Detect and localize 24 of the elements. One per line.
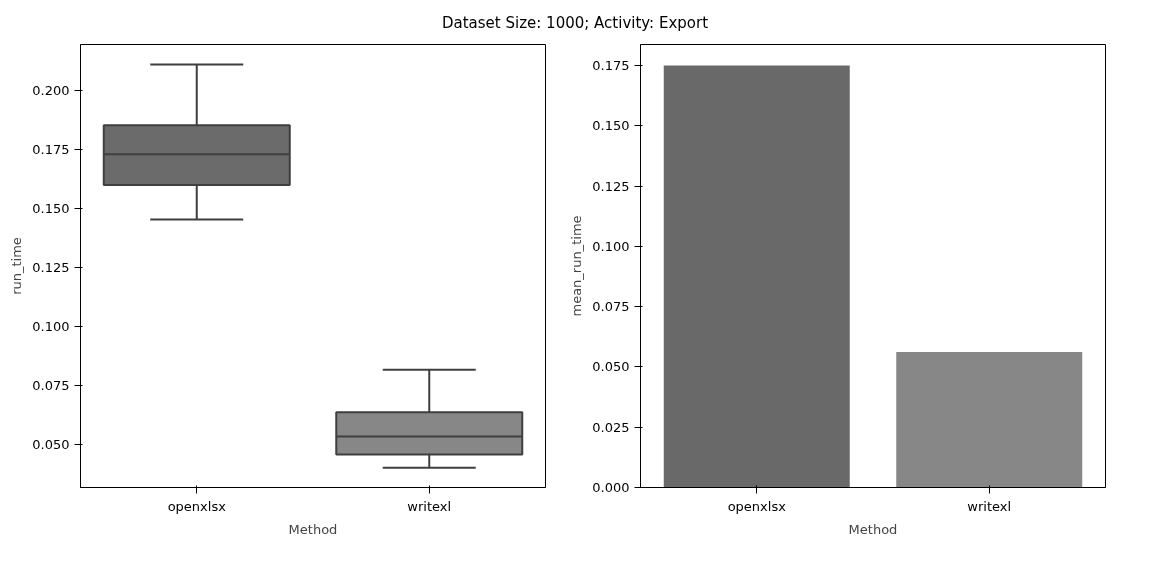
y-tick-label: 0.050 — [592, 359, 630, 375]
y-tick-label: 0.150 — [592, 118, 630, 134]
y-tick-label: 0.175 — [592, 58, 630, 74]
y-tick-label: 0.150 — [32, 201, 70, 217]
x-tick-label: openxlsx — [167, 498, 227, 514]
x-tick-label: writexl — [407, 498, 452, 514]
y-tick-label: 0.025 — [592, 420, 630, 436]
chart-title: Dataset Size: 1000; Activity: Export — [441, 13, 709, 34]
y-tick-label: 0.175 — [32, 142, 70, 158]
y-tick-label: 0.100 — [32, 319, 70, 335]
x-tick-label: openxlsx — [727, 498, 787, 514]
y-tick-label: 0.200 — [32, 83, 70, 99]
x-axis-title: Method — [848, 521, 898, 537]
y-tick-label: 0.125 — [32, 260, 70, 276]
y-tick-label: 0.125 — [592, 179, 630, 195]
y-tick-label: 0.100 — [592, 239, 630, 255]
x-axis-title: Method — [288, 521, 338, 537]
y-tick-label: 0.050 — [32, 437, 70, 453]
y-axis-title: mean_run_time — [569, 215, 585, 317]
y-tick-label: 0.075 — [592, 299, 630, 315]
x-tick-label: writexl — [967, 498, 1012, 514]
y-tick-label: 0.075 — [32, 378, 70, 394]
y-tick-label: 0.000 — [592, 480, 630, 496]
y-axis-title: run_time — [9, 237, 25, 296]
